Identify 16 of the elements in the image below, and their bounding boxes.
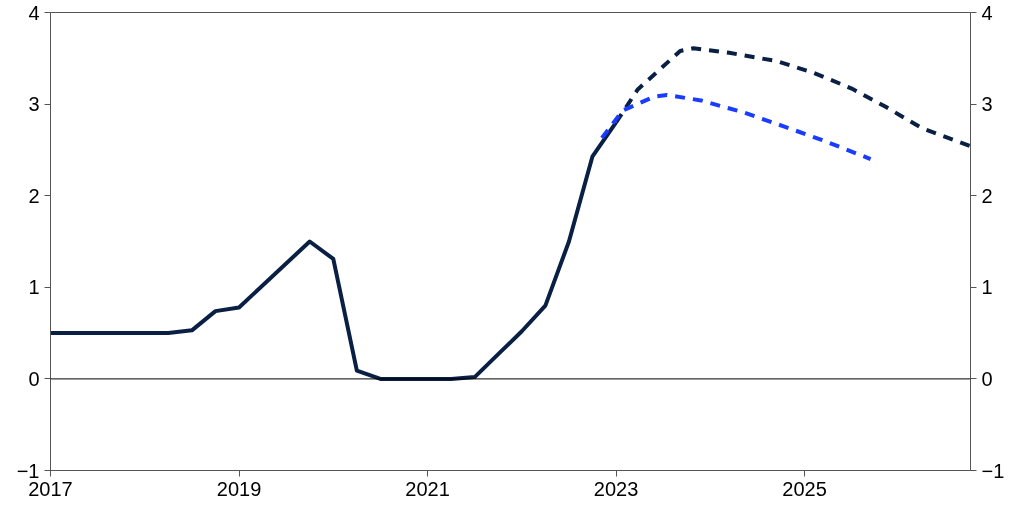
x-tick-label: 2023 — [593, 477, 639, 500]
y2-tick-label: 4 — [981, 1, 993, 24]
x-tick-label: 2025 — [782, 477, 827, 500]
y-tick-label: 3 — [28, 93, 40, 116]
y-tick-label: 1 — [28, 276, 40, 299]
y-tick-label: 2 — [28, 184, 40, 207]
y2-tick-label: 0 — [981, 367, 993, 390]
y-tick-label: 0 — [28, 367, 40, 390]
y-tick-label: 4 — [28, 1, 40, 24]
y2-tick-label: 3 — [981, 93, 993, 116]
y2-tick-label: 1 — [981, 276, 993, 299]
x-tick-label: 2021 — [405, 477, 450, 500]
x-tick-label: 2019 — [216, 477, 262, 500]
y2-tick-label: 2 — [981, 184, 993, 207]
line-series — [599, 92, 873, 162]
y2-tick-label: −1 — [981, 459, 1005, 482]
